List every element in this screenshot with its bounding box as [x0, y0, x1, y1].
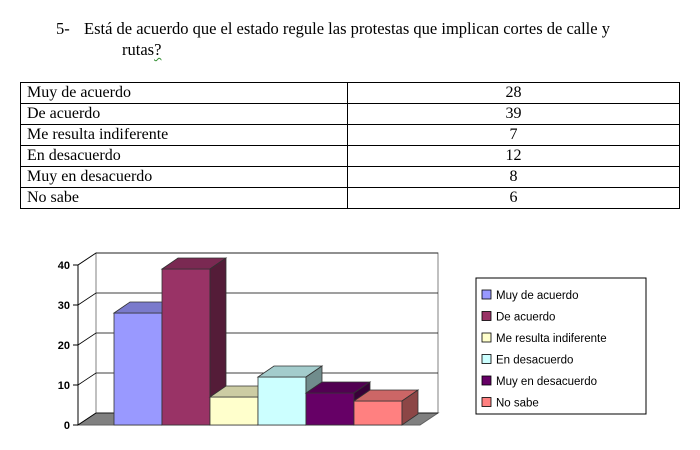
table-row: Me resulta indiferente 7 — [20, 124, 680, 146]
legend-entry: Muy en desacuerdo — [496, 376, 597, 388]
table-row: No sabe 6 — [20, 187, 680, 209]
legend-box — [475, 277, 647, 415]
legend-entry: De acuerdo — [496, 312, 555, 324]
legend-swatch — [481, 375, 492, 386]
question-mark: ? — [154, 40, 162, 59]
legend-swatch — [481, 354, 492, 364]
y-tick-label: 30 — [58, 300, 70, 312]
results-table: Muy de acuerdo 28 De acuerdo 39 Me resulta i… — [20, 82, 680, 209]
table-row: Muy de acuerdo 28 — [20, 82, 680, 104]
y-tick-label: 10 — [58, 380, 70, 392]
legend-entry: Me resulta indiferente — [496, 333, 607, 345]
y-tick-label: 0 — [64, 420, 70, 432]
row-value: 8 — [347, 166, 680, 188]
row-label: De acuerdo — [20, 103, 348, 125]
y-tick-label: 20 — [58, 340, 70, 352]
row-value: 39 — [347, 103, 680, 125]
legend-swatch — [481, 289, 492, 300]
bar-front — [113, 312, 163, 426]
gridline — [77, 252, 438, 266]
bar-6 — [352, 389, 420, 426]
row-label: En desacuerdo — [20, 145, 348, 167]
legend-swatch — [481, 332, 492, 343]
table-row: De acuerdo 39 — [20, 103, 680, 125]
legend-swatch — [481, 397, 492, 407]
legend-entry: Muy de acuerdo — [496, 290, 578, 302]
bar-front — [161, 268, 211, 426]
row-label: Me resulta indiferente — [20, 124, 348, 146]
gridline — [77, 332, 438, 346]
question-text: 5- Está de acuerdo que el estado regule l… — [56, 18, 676, 60]
row-label: Muy en desacuerdo — [20, 166, 348, 188]
gridline — [77, 292, 438, 306]
table-row: Muy en desacuerdo 8 — [20, 166, 680, 188]
bar-front — [353, 400, 403, 426]
bar-side — [401, 389, 419, 426]
bar-front — [257, 376, 307, 426]
row-value: 7 — [347, 124, 680, 146]
question-number: 5- — [56, 19, 70, 38]
row-value: 28 — [347, 82, 680, 104]
legend-entry: En desacuerdo — [496, 355, 573, 367]
gridline — [77, 372, 438, 386]
row-value: 12 — [347, 145, 680, 167]
bar-chart: 0 10 20 30 40 Muy de acuerdo De acuerdo Me resu… — [58, 252, 647, 432]
bar-front — [305, 392, 355, 426]
question-line-2: rutas — [122, 40, 155, 59]
row-label: Muy de acuerdo — [20, 82, 348, 104]
row-label: No sabe — [20, 187, 348, 209]
legend-swatch — [481, 311, 492, 321]
bar-front — [209, 396, 259, 426]
row-value: 6 — [347, 187, 680, 209]
y-tick-label: 40 — [58, 260, 70, 272]
table-row: En desacuerdo 12 — [20, 145, 680, 167]
legend-entry: No sabe — [496, 398, 539, 410]
question-line-1: Está de acuerdo que el estado regule las… — [84, 19, 610, 38]
